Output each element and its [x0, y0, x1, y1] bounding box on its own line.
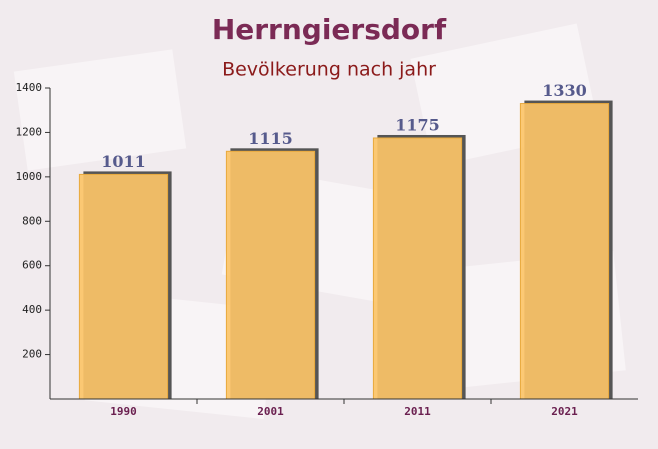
x-tick-label: 2001 — [257, 405, 284, 418]
chart-subtitle: Bevölkerung nach jahr — [222, 59, 436, 81]
y-tick-label: 1200 — [16, 125, 43, 138]
y-tick-label: 1400 — [16, 81, 43, 94]
chart-title: Herrngiersdorf — [212, 13, 447, 46]
value-label: 1011 — [101, 152, 146, 171]
bar — [225, 150, 316, 400]
value-label: 1175 — [395, 115, 440, 134]
y-tick-label: 400 — [22, 303, 42, 316]
y-tick-label: 800 — [22, 214, 42, 227]
bar — [78, 173, 169, 400]
x-tick-label: 1990 — [110, 405, 137, 418]
bar — [372, 137, 463, 400]
bar — [519, 103, 610, 400]
x-tick-label: 2011 — [404, 405, 431, 418]
y-tick-label: 600 — [22, 259, 42, 272]
y-tick-label: 1000 — [16, 170, 43, 183]
value-label: 1330 — [542, 81, 587, 100]
value-label: 1115 — [248, 129, 293, 148]
y-tick-label: 200 — [22, 348, 42, 361]
x-tick-label: 2021 — [551, 405, 578, 418]
